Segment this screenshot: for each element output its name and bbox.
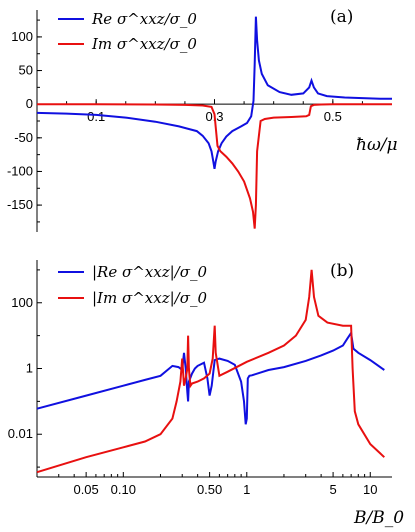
panel-b-label: (b) bbox=[330, 261, 354, 281]
panel-b-series-re bbox=[36, 330, 385, 425]
panel-b-x-axis-label: B/B_0 bbox=[353, 508, 404, 528]
panel-a-legend-label-im: Im σ^xxz/σ_0 bbox=[91, 35, 197, 53]
panel-a-x-axis-label: ħω/μ bbox=[356, 135, 398, 155]
panel-a-label: (a) bbox=[330, 7, 353, 27]
panel-a-y-tick-label: -150 bbox=[7, 197, 33, 212]
panel-b: 0.05 0.10 0.50 1 5 10 100 1 0.01 (b) B/B_0 |Re σ… bbox=[8, 260, 404, 528]
panel-a-x-tick-label: 0.1 bbox=[87, 109, 105, 124]
panel-a-legend: Re σ^xxz/σ_0 Im σ^xxz/σ_0 bbox=[58, 10, 197, 53]
panel-b-x-tick-label: 5 bbox=[329, 482, 336, 497]
panel-b-ticks: 0.05 0.10 0.50 1 5 10 100 1 0.01 bbox=[8, 269, 377, 497]
panel-b-legend-label-im: |Im σ^xxz|/σ_0 bbox=[92, 289, 207, 307]
panel-a-series-im bbox=[37, 103, 392, 229]
panel-b-y-tick-label: 0.01 bbox=[8, 426, 33, 441]
panel-a-y-tick-label: 0 bbox=[26, 96, 33, 111]
panel-a-x-tick-label: 0.5 bbox=[324, 109, 342, 124]
panel-a-y-tick-label: -50 bbox=[14, 130, 33, 145]
panel-a-y-tick-label: 50 bbox=[19, 63, 33, 78]
panel-a-y-tick-label: -100 bbox=[7, 163, 33, 178]
panel-b-legend: |Re σ^xxz|/σ_0 |Im σ^xxz|/σ_0 bbox=[58, 263, 207, 307]
panel-b-x-tick-label: 0.05 bbox=[73, 482, 98, 497]
panel-a-legend-label-re: Re σ^xxz/σ_0 bbox=[91, 10, 197, 28]
panel-b-x-tick-label: 0.10 bbox=[111, 482, 136, 497]
panel-b-legend-label-re: |Re σ^xxz|/σ_0 bbox=[92, 263, 207, 281]
panel-b-x-tick-label: 1 bbox=[243, 482, 250, 497]
panel-b-y-tick-label: 1 bbox=[26, 361, 33, 376]
panel-a-y-tick-label: 100 bbox=[11, 29, 33, 44]
panel-a-series-re bbox=[36, 16, 392, 169]
panel-b-series-im bbox=[36, 269, 385, 474]
panel-b-y-tick-label: 100 bbox=[11, 295, 33, 310]
panel-b-x-tick-label: 0.50 bbox=[197, 482, 222, 497]
panel-b-x-tick-label: 10 bbox=[363, 482, 377, 497]
